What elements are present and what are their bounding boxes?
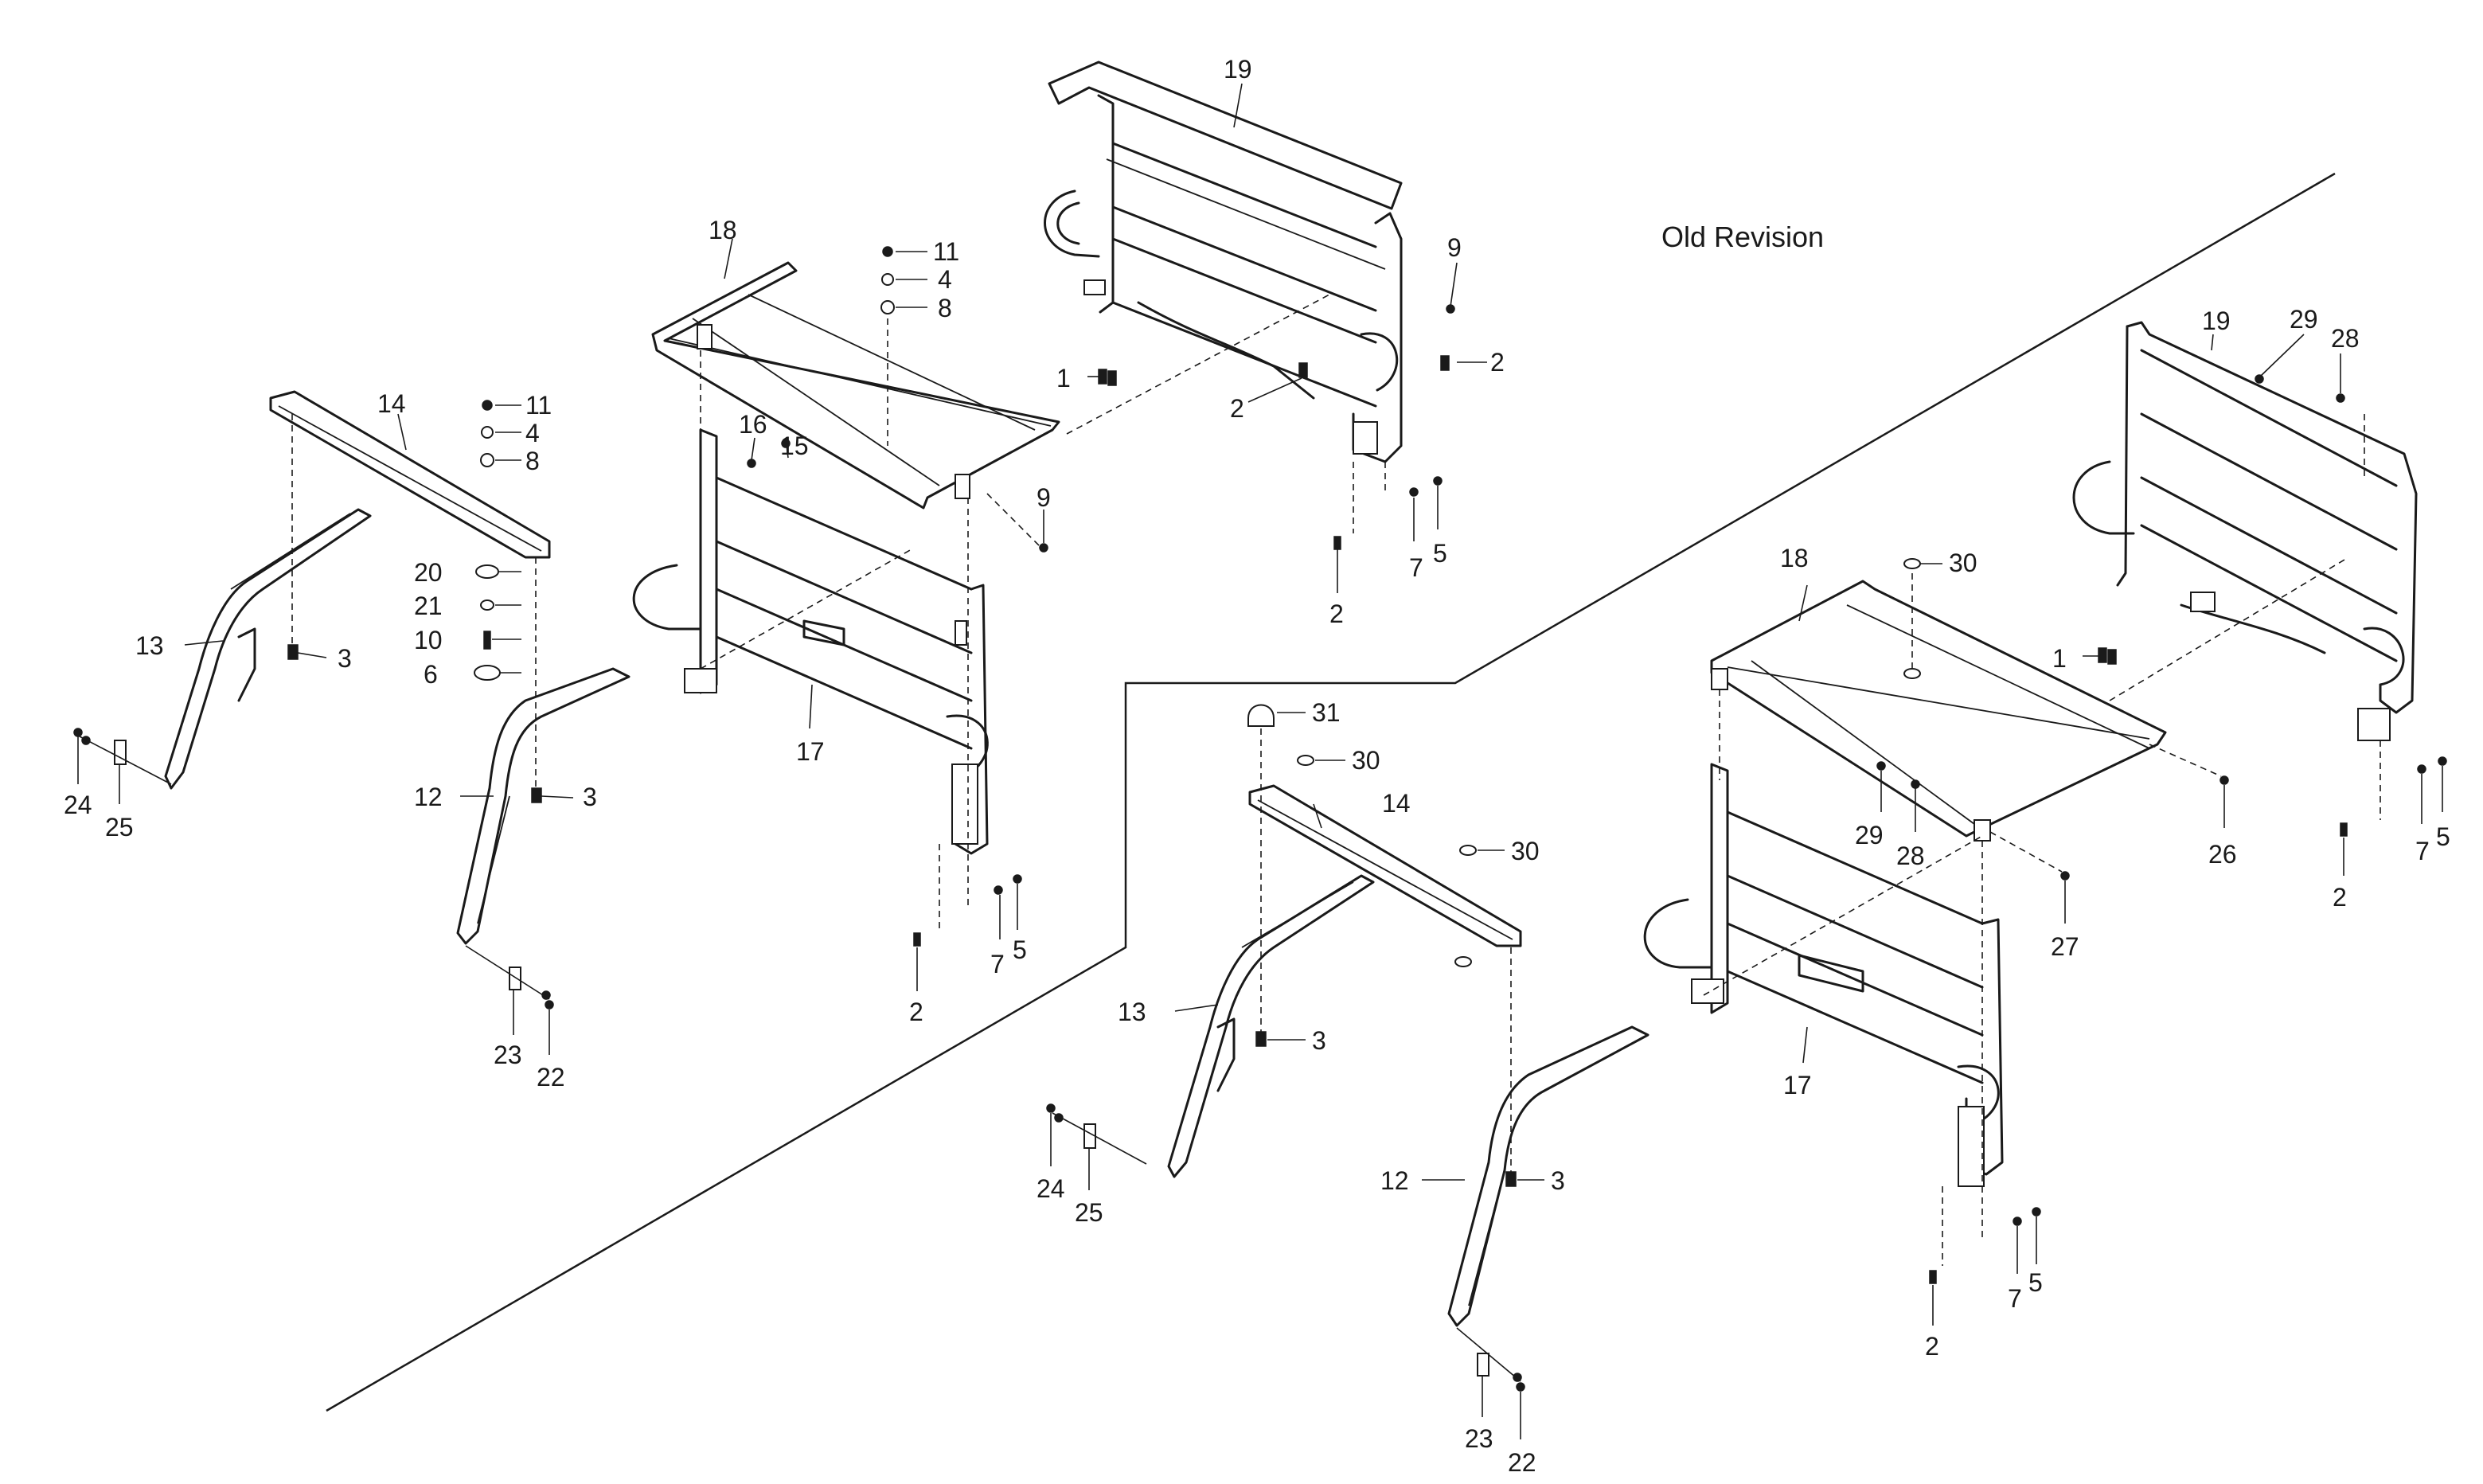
callout-30: 30 <box>1511 837 1540 865</box>
callout-13: 13 <box>1118 998 1146 1026</box>
callout-8: 8 <box>938 294 952 322</box>
callout-27: 27 <box>2051 932 2079 961</box>
callout-9: 9 <box>1447 233 1462 262</box>
callout-1: 1 <box>1056 364 1071 392</box>
callout-28: 28 <box>1896 842 1925 870</box>
old-fastener-24-25 <box>1047 1104 1146 1164</box>
callout-15: 15 <box>780 432 809 460</box>
callout-5: 5 <box>2436 822 2450 851</box>
old-hardware <box>1248 375 2446 1283</box>
callout-4: 4 <box>525 419 540 447</box>
callout-25: 25 <box>105 813 134 842</box>
callout-19: 19 <box>2202 307 2231 335</box>
callout-25: 25 <box>1075 1198 1103 1227</box>
callout-29: 29 <box>1855 821 1884 849</box>
callout-8: 8 <box>525 447 540 475</box>
leader-lines-old <box>1051 334 2442 1439</box>
old-part-12-front-leg <box>1449 1027 1648 1326</box>
callout-14: 14 <box>377 389 406 418</box>
callout-22: 22 <box>1508 1448 1536 1477</box>
callout-5: 5 <box>1013 935 1027 964</box>
callout-4: 4 <box>938 265 952 294</box>
callout-24: 24 <box>1037 1174 1065 1203</box>
callout-11: 11 <box>933 237 959 266</box>
callout-12: 12 <box>414 783 443 811</box>
part-19-rear-frame <box>1045 62 1402 462</box>
old-part-17-seat-frame <box>1645 764 2002 1186</box>
fastener-23-22 <box>466 946 553 1009</box>
bolt-3-a <box>288 645 298 659</box>
callout-23: 23 <box>1465 1424 1493 1453</box>
callout-2: 2 <box>1490 348 1505 377</box>
callout-19: 19 <box>1224 55 1252 84</box>
callout-26: 26 <box>2208 840 2237 869</box>
callout-30: 30 <box>1352 746 1380 775</box>
callout-31: 31 <box>1312 698 1341 727</box>
callout-2: 2 <box>2333 883 2347 912</box>
callout-1: 1 <box>2052 644 2067 673</box>
callout-22: 22 <box>537 1063 565 1092</box>
old-fastener-23-22 <box>1457 1328 1525 1391</box>
part-12-front-leg <box>458 669 629 943</box>
callout-5: 5 <box>2028 1268 2043 1297</box>
part-14-upper-bar <box>271 392 549 557</box>
callout-17: 17 <box>796 737 825 766</box>
callout-7: 7 <box>2415 837 2430 865</box>
callout-16: 16 <box>739 410 767 439</box>
callout-2: 2 <box>1230 394 1244 423</box>
callout-5: 5 <box>1433 539 1447 568</box>
callout-23: 23 <box>494 1041 522 1069</box>
old-part-18-top-frame <box>1712 581 2165 841</box>
callout-7: 7 <box>990 950 1005 978</box>
callout-13: 13 <box>135 631 164 660</box>
fastener-24-25 <box>74 728 171 784</box>
bolt-3-b <box>532 788 541 803</box>
callout-2: 2 <box>1329 599 1344 628</box>
callout-3: 3 <box>583 783 597 811</box>
current-assembly: 19 9 2 2 2 7 5 1 18 11 4 8 16 15 9 14 11… <box>64 55 1505 1092</box>
callout-18: 18 <box>709 216 737 244</box>
callout-7: 7 <box>2008 1284 2022 1313</box>
callout-9: 9 <box>1037 483 1051 512</box>
old-revision-assembly: 19 29 28 1 2 7 5 18 30 26 29 28 27 31 30… <box>1037 305 2450 1477</box>
old-part-13-left-leg <box>1169 876 1373 1177</box>
callout-18: 18 <box>1780 544 1809 572</box>
assembly-lines-current <box>292 295 1385 931</box>
callout-7: 7 <box>1409 553 1423 582</box>
callout-20: 20 <box>414 558 443 587</box>
callout-10: 10 <box>414 626 443 654</box>
revision-divider <box>326 174 2335 1411</box>
callout-3: 3 <box>338 644 352 673</box>
callout-3: 3 <box>1551 1166 1565 1195</box>
callout-29: 29 <box>2290 305 2318 334</box>
callout-12: 12 <box>1380 1166 1409 1195</box>
revision-heading: Old Revision <box>1661 221 1824 253</box>
callout-2: 2 <box>909 998 923 1026</box>
callout-30: 30 <box>1949 549 1977 577</box>
callout-17: 17 <box>1783 1071 1812 1099</box>
callout-6: 6 <box>424 660 438 689</box>
hardware-stack-upper <box>881 247 894 446</box>
callout-28: 28 <box>2331 324 2360 353</box>
callout-14: 14 <box>1382 789 1411 818</box>
callout-24: 24 <box>64 791 92 819</box>
callout-21: 21 <box>414 592 443 620</box>
part-18-top-frame <box>653 263 1059 508</box>
callout-2: 2 <box>1925 1332 1939 1361</box>
callout-3: 3 <box>1312 1026 1326 1055</box>
old-part-19-rear-frame <box>2074 322 2416 740</box>
callout-11: 11 <box>525 391 552 420</box>
